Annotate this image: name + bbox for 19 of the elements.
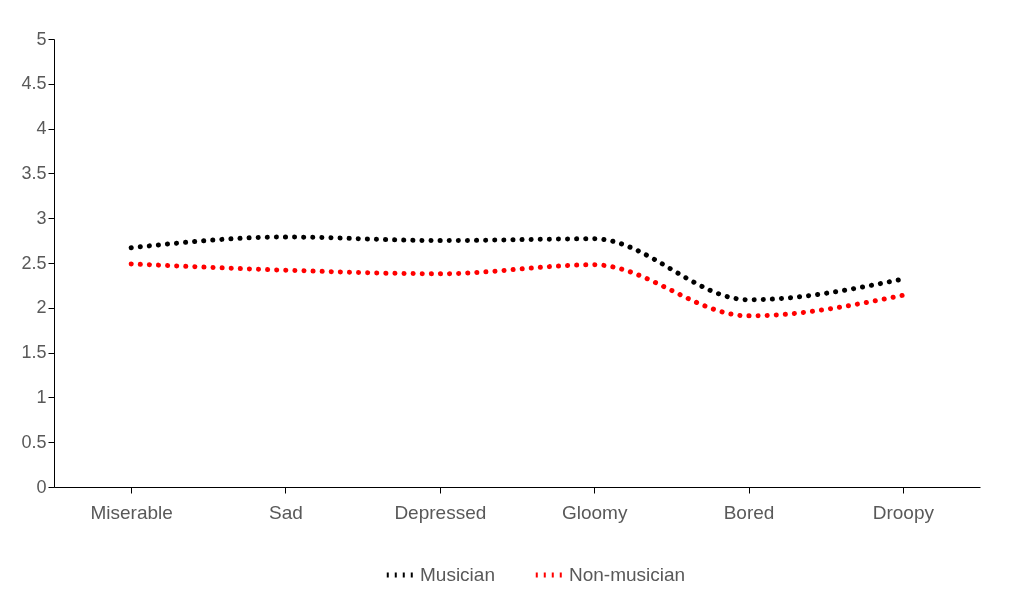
y-tick-label: 3 — [36, 207, 47, 228]
y-tick-label: 5 — [36, 28, 47, 49]
x-tick-label: Droopy — [872, 501, 935, 523]
y-tick-label: 4 — [36, 118, 47, 139]
legend-label: Non-musician — [569, 564, 686, 585]
x-tick-label: Bored — [723, 501, 775, 523]
x-tick-label: Gloomy — [561, 501, 628, 523]
y-tick-label: 2 — [36, 297, 47, 318]
y-tick-label: 0 — [36, 476, 47, 497]
x-tick-label: Depressed — [394, 501, 487, 523]
y-tick-label: 4.5 — [21, 73, 47, 94]
y-tick-label: 3.5 — [21, 162, 47, 183]
y-tick-label: 2.5 — [21, 252, 47, 273]
y-tick-label: 1.5 — [21, 342, 47, 363]
y-tick-label: 0.5 — [21, 431, 47, 452]
legend-label: Musician — [420, 564, 495, 585]
x-tick-label: Sad — [269, 501, 303, 523]
x-tick-label: Miserable — [90, 501, 173, 523]
y-tick-label: 1 — [36, 386, 47, 407]
